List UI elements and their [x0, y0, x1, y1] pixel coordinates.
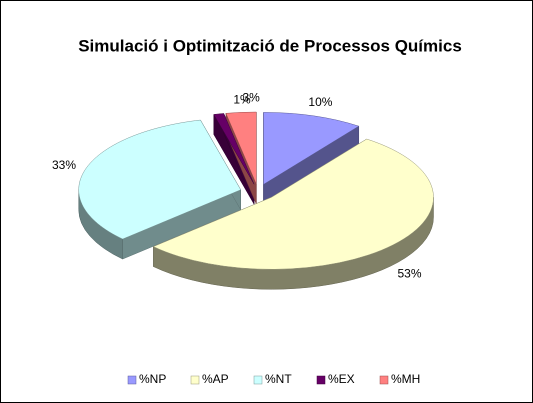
data-label: 1% — [233, 92, 251, 106]
data-label: 53% — [398, 266, 422, 280]
data-label: 3% — [242, 91, 260, 105]
legend: %NP %AP %NT %EX %MH — [127, 372, 420, 386]
legend-label: %MH — [391, 372, 420, 386]
slice — [225, 111, 257, 185]
chart-title: Simulació i Optimització de Processos Qu… — [78, 36, 462, 55]
slice — [213, 113, 255, 185]
legend-label: %NT — [265, 372, 292, 386]
slice — [152, 138, 434, 270]
legend-label: %AP — [202, 372, 229, 386]
legend-label: %EX — [328, 372, 355, 386]
legend-swatch — [190, 375, 200, 385]
legend-swatch — [253, 375, 263, 385]
legend-swatch — [316, 375, 326, 385]
pie: 10% 53% 33% 1%3% — [52, 91, 434, 290]
legend-label: %NP — [139, 372, 166, 386]
legend-swatch — [379, 375, 389, 385]
slice — [263, 112, 360, 185]
data-label: 33% — [52, 158, 76, 172]
legend-swatch — [127, 375, 137, 385]
slice — [78, 119, 242, 240]
pie-layer: 10% 53% 33% 1%3% — [52, 91, 434, 280]
data-label: 10% — [308, 95, 332, 109]
